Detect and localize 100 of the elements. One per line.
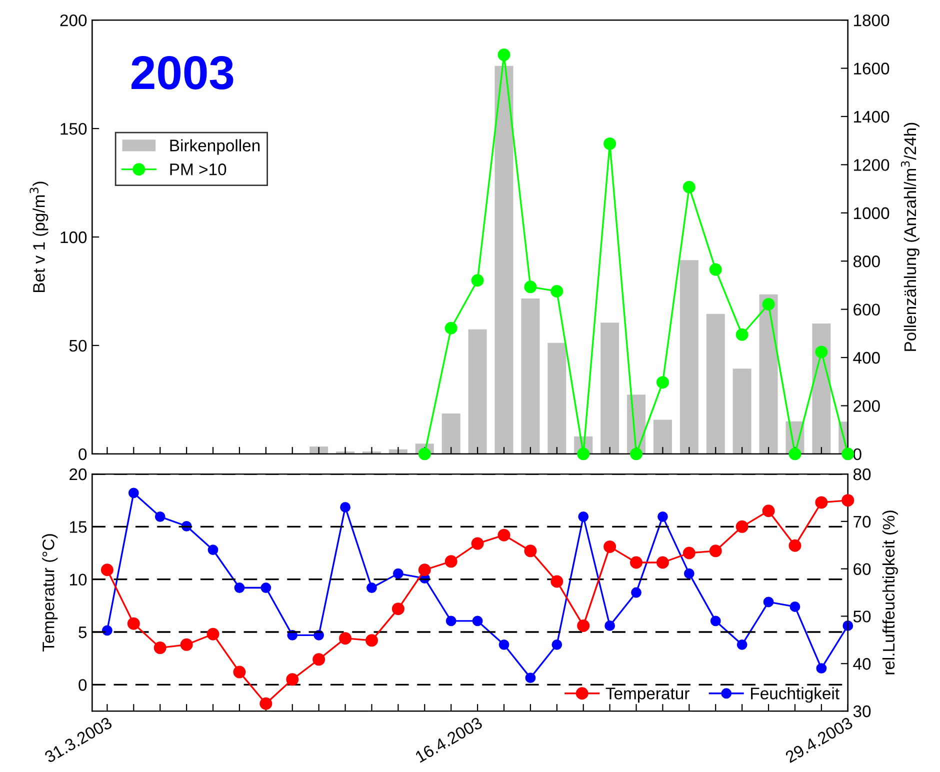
point xyxy=(260,582,272,593)
legend-label: Feuchtigkeit xyxy=(751,687,840,703)
bar xyxy=(521,298,540,454)
y2-tick-label: 1200 xyxy=(854,159,890,171)
point xyxy=(763,596,774,608)
point xyxy=(604,620,616,631)
y2-tick-label: 800 xyxy=(853,256,880,268)
y-axis-title: Bet v 1 (pg/m$^{3}$) xyxy=(30,182,48,292)
bar xyxy=(468,329,487,454)
y-axis-title: Temperatur (°C) xyxy=(42,534,58,652)
point xyxy=(631,587,642,598)
y2-tick-label: 1000 xyxy=(854,207,890,220)
legend-label: Temperatur xyxy=(606,688,690,703)
bar xyxy=(680,260,698,454)
point xyxy=(154,511,166,522)
point xyxy=(552,639,562,650)
point xyxy=(154,642,166,654)
point xyxy=(682,546,696,560)
point xyxy=(815,496,828,509)
point xyxy=(472,616,483,626)
point xyxy=(736,328,748,341)
point xyxy=(762,504,775,518)
point xyxy=(286,673,299,686)
point xyxy=(682,180,696,194)
point xyxy=(736,639,748,650)
y2-tick-label: 200 xyxy=(854,400,880,412)
point xyxy=(498,48,510,62)
point xyxy=(366,582,377,593)
point xyxy=(524,280,537,294)
bar xyxy=(706,314,725,454)
y2-tick-label: 30 xyxy=(853,705,871,718)
point xyxy=(127,617,140,630)
y2-tick-label: 70 xyxy=(854,516,871,528)
point xyxy=(233,666,246,678)
y-tick-label: 0 xyxy=(78,679,87,691)
point xyxy=(444,555,458,568)
point xyxy=(630,556,643,569)
point xyxy=(578,511,589,522)
bar xyxy=(732,368,752,454)
annotation: 2003 xyxy=(132,56,234,90)
point xyxy=(550,284,564,298)
point xyxy=(418,564,431,576)
point xyxy=(762,298,775,311)
point xyxy=(630,448,643,460)
point xyxy=(102,625,112,636)
point xyxy=(736,520,748,533)
legend-label: Birkenpollen xyxy=(170,139,260,155)
point xyxy=(550,575,564,588)
point xyxy=(208,544,218,556)
legend-label: PM >10 xyxy=(170,164,226,176)
point xyxy=(498,528,510,542)
point xyxy=(471,274,484,287)
point xyxy=(577,448,590,460)
y-tick-label: 10 xyxy=(70,574,87,586)
point xyxy=(312,653,326,666)
point xyxy=(815,346,828,358)
point xyxy=(790,602,800,612)
point xyxy=(260,697,272,710)
point xyxy=(234,582,245,593)
point xyxy=(446,616,456,626)
point xyxy=(100,564,114,576)
point xyxy=(604,137,616,150)
point xyxy=(658,511,668,522)
y2-tick-label: 1600 xyxy=(854,62,890,74)
point xyxy=(842,494,854,507)
point xyxy=(206,628,220,640)
point xyxy=(525,672,536,684)
point xyxy=(498,639,510,650)
point xyxy=(656,376,669,389)
point xyxy=(709,544,722,558)
point xyxy=(471,537,484,550)
y-tick-label: 0 xyxy=(78,448,87,460)
y2-tick-label: 60 xyxy=(854,563,871,576)
point xyxy=(788,448,802,460)
y2-tick-label: 50 xyxy=(853,610,871,622)
bar xyxy=(812,324,831,454)
bar xyxy=(310,446,328,454)
y-tick-label: 50 xyxy=(69,340,87,352)
point xyxy=(604,540,616,553)
point xyxy=(444,322,458,334)
bar xyxy=(442,413,460,454)
point xyxy=(577,619,590,632)
point xyxy=(180,638,193,651)
y-tick-label: 5 xyxy=(78,626,87,638)
point xyxy=(418,448,431,460)
bar xyxy=(653,420,672,454)
bar xyxy=(759,294,778,454)
point xyxy=(816,663,827,674)
point xyxy=(788,539,802,552)
y2-tick-label: 1400 xyxy=(854,110,890,123)
point xyxy=(710,616,721,626)
y-tick-label: 200 xyxy=(60,14,87,26)
bar xyxy=(600,322,620,454)
point xyxy=(524,544,537,558)
point xyxy=(709,263,722,276)
y-tick-label: 20 xyxy=(70,468,87,480)
point xyxy=(365,634,378,647)
bar xyxy=(548,342,566,454)
point xyxy=(340,502,350,512)
bar xyxy=(494,66,514,454)
